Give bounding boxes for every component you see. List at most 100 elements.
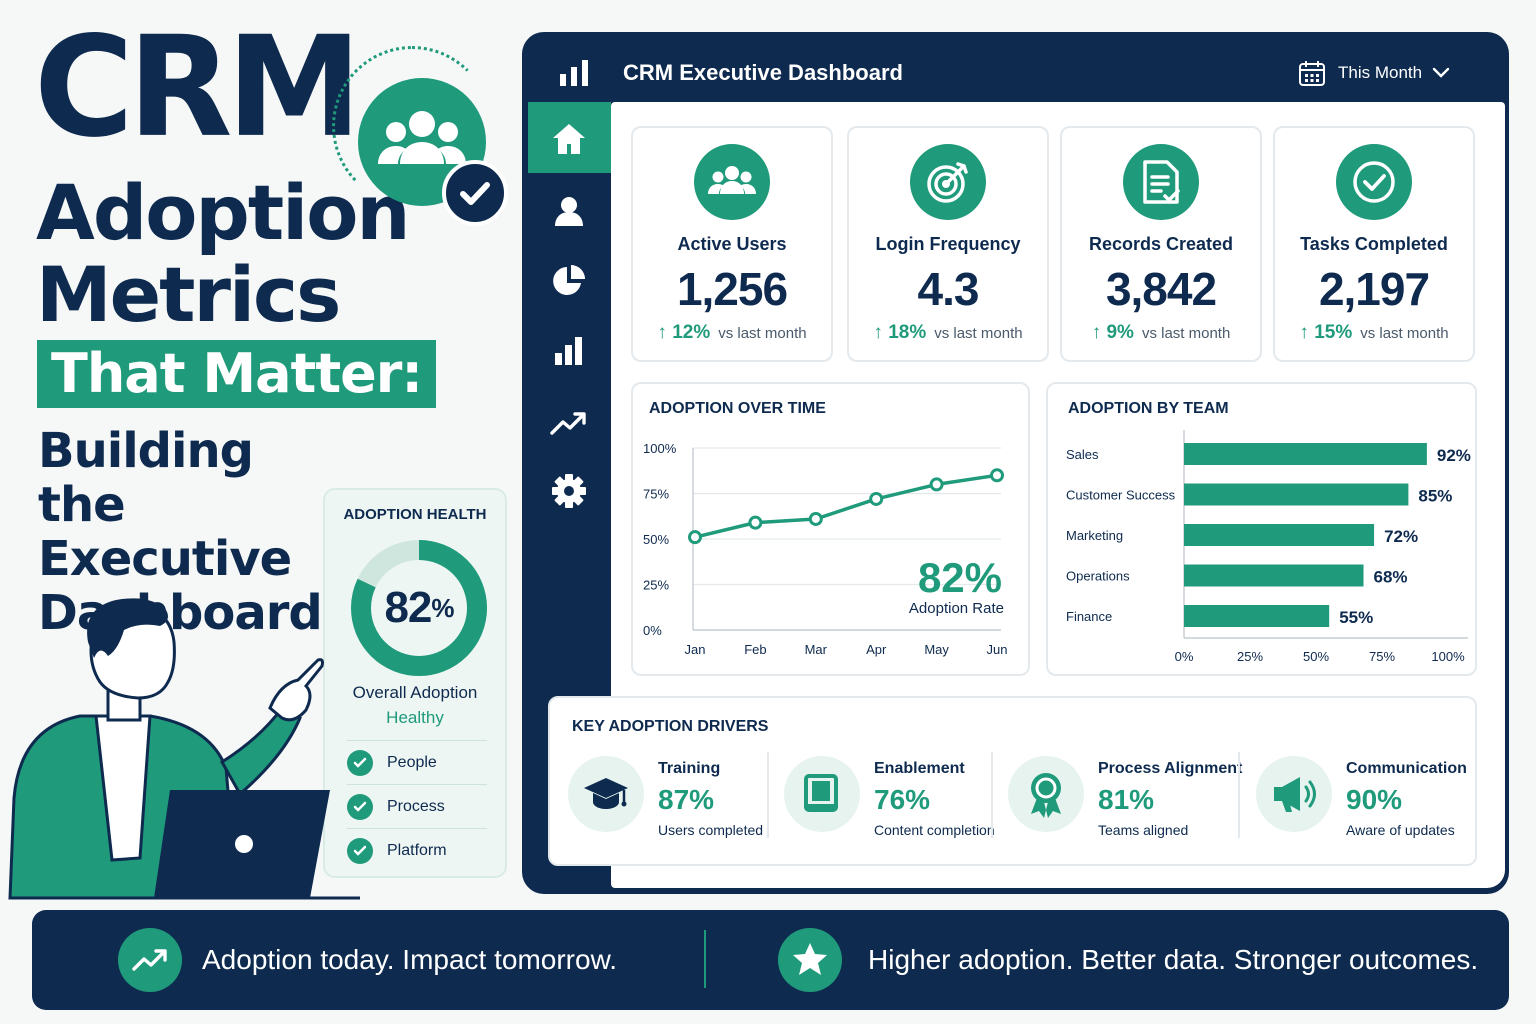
megaphone-icon <box>1256 756 1332 832</box>
arrow-up-icon: ↑ 9% <box>1091 322 1134 343</box>
adoption-rate-value: 82% <box>917 554 1002 601</box>
sidebar-item-trends[interactable] <box>548 402 590 444</box>
adoption-health-list: People Process Platform <box>347 740 487 872</box>
x-tick-label: Apr <box>866 642 887 657</box>
adoption-health-status: Healthy <box>386 708 444 727</box>
driver-value: 81% <box>1098 784 1155 815</box>
trend-icon <box>550 412 586 435</box>
kpi-label: Tasks Completed <box>1300 234 1448 254</box>
footer-right-text: Higher adoption. Better data. Stronger o… <box>868 944 1479 975</box>
kpi-card-active-users: Active Users 1,256 ↑ 12% vs last month <box>631 126 833 362</box>
key-drivers-card: KEY ADOPTION DRIVERS Training 87% Users … <box>548 696 1477 866</box>
x-tick-label: 25% <box>1237 649 1263 664</box>
y-tick-label: 25% <box>643 578 669 593</box>
footer-banner: Adoption today. Impact tomorrow. Higher … <box>32 910 1509 1010</box>
health-item-people: People <box>347 740 487 784</box>
arrow-up-icon: ↑ 18% <box>873 322 927 343</box>
kpi-label: Records Created <box>1088 234 1234 254</box>
badge-check-icon <box>442 160 508 226</box>
bar-chart-icon <box>555 337 582 365</box>
health-item-label: Process <box>387 797 445 815</box>
sidebar-item-settings[interactable] <box>548 470 590 512</box>
driver-sub: Aware of updates <box>1346 822 1455 838</box>
y-tick-label: 50% <box>643 532 669 547</box>
kpi-delta: ↑ 9% vs last month <box>1091 322 1231 343</box>
bar-value-label: 92% <box>1437 446 1471 465</box>
team-bar <box>1184 564 1364 587</box>
health-item-platform: Platform <box>347 828 487 872</box>
adoption-health-value: 82% <box>384 583 454 632</box>
period-selector[interactable]: This Month <box>1298 58 1450 88</box>
sidebar-item-home[interactable] <box>548 118 590 160</box>
team-bar <box>1184 605 1330 627</box>
kpi-delta: ↑ 18% vs last month <box>873 322 1023 343</box>
adoption-over-time-chart: 100% 75% 50% 25% 0% Jan Feb Mar Apr May Jun <box>643 441 1008 657</box>
y-tick-label: 100% <box>643 441 677 456</box>
y-tick-label: 0% <box>643 623 662 638</box>
driver-name: Training <box>658 760 721 777</box>
adoption-over-time-title: ADOPTION OVER TIME <box>649 400 826 417</box>
kpi-card-login-frequency: Login Frequency 4.3 ↑ 18% vs last month <box>847 126 1049 362</box>
dashboard-bar-chart-icon <box>560 60 588 86</box>
book-icon <box>784 756 860 832</box>
kpi-card-records-created: Records Created 3,842 ↑ 9% vs last month <box>1060 126 1262 362</box>
x-tick-label: Feb <box>744 642 766 657</box>
star-icon <box>778 928 842 992</box>
team-bar <box>1184 443 1427 465</box>
x-tick-label: Mar <box>805 642 828 657</box>
data-point <box>929 477 944 492</box>
x-tick-label: 0% <box>1175 649 1194 664</box>
arrow-up-icon: ↑ 12% <box>657 322 711 343</box>
driver-name: Communication <box>1346 760 1467 777</box>
health-item-label: Platform <box>387 841 447 859</box>
category-label: Marketing <box>1066 528 1123 543</box>
adoption-health-title: ADOPTION HEALTH <box>343 506 487 523</box>
dashboard-title: CRM Executive Dashboard <box>623 60 903 85</box>
target-icon <box>910 144 986 220</box>
users-icon <box>694 144 770 220</box>
adoption-health-label: Overall Adoption <box>352 683 478 702</box>
data-point <box>990 468 1004 483</box>
kpi-card-tasks-completed: Tasks Completed 2,197 ↑ 15% vs last month <box>1273 126 1475 362</box>
kpi-value: 1,256 <box>676 263 788 315</box>
driver-name: Process Alignment <box>1098 760 1243 777</box>
hero-title-crm: CRM <box>34 7 362 169</box>
gear-icon <box>552 474 586 508</box>
x-tick-label: Jan <box>685 642 706 657</box>
footer-left-text: Adoption today. Impact tomorrow. <box>202 944 618 975</box>
hero-highlight: That Matter: <box>37 340 436 408</box>
driver-sub: Users completed <box>658 822 764 838</box>
driver-value: 87% <box>658 784 715 815</box>
bar-value-label: 85% <box>1418 487 1452 506</box>
adoption-by-team-card: ADOPTION BY TEAM Sales 92% Customer Succes… <box>1046 382 1477 676</box>
x-tick-label: Jun <box>987 642 1008 657</box>
health-item-label: People <box>387 753 437 771</box>
executive-illustration <box>8 598 360 900</box>
team-bar <box>1184 524 1375 546</box>
hero-subtitle: Building the Executive Dashboard <box>38 423 323 641</box>
data-point <box>869 491 884 506</box>
data-point <box>688 530 702 545</box>
driver-divider <box>991 752 993 838</box>
kpi-delta: ↑ 15% vs last month <box>1299 322 1449 343</box>
adoption-series-line <box>694 473 998 539</box>
hero-title-adoption: Adoption <box>36 168 411 257</box>
adoption-health-card: ADOPTION HEALTH 82% Overall Adoption Hea… <box>323 488 507 878</box>
graduation-cap-icon <box>568 756 644 832</box>
driver-name: Enablement <box>874 760 965 777</box>
sidebar-item-users[interactable] <box>548 190 590 232</box>
adoption-by-team-title: ADOPTION BY TEAM <box>1068 400 1229 417</box>
driver-sub: Teams aligned <box>1098 822 1189 838</box>
driver-sub: Content completion <box>874 822 995 838</box>
x-tick-label: 75% <box>1369 649 1395 664</box>
check-icon <box>347 793 373 820</box>
x-tick-label: 100% <box>1431 649 1465 664</box>
sidebar-item-analytics[interactable] <box>548 330 590 372</box>
adoption-rate-label: Adoption Rate <box>908 600 1004 617</box>
check-circle-icon <box>1336 144 1412 220</box>
check-icon <box>347 749 373 776</box>
sidebar-item-reports[interactable] <box>548 260 590 302</box>
footer-divider <box>704 930 706 988</box>
adoption-by-team-chart: Sales 92% Customer Success 85% Marketing 72% O… <box>1066 430 1471 664</box>
adoption-health-donut <box>351 540 487 676</box>
